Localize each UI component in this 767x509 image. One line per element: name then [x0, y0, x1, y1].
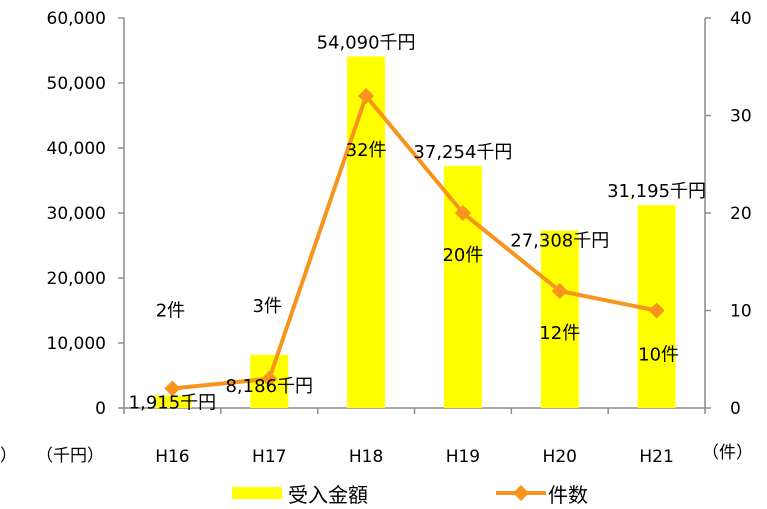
x-tick-label: H21 [639, 447, 673, 467]
legend-swatch-marker [513, 485, 529, 501]
bar-value-label: 31,195千円 [607, 181, 706, 202]
count-value-label: 20件 [442, 245, 483, 266]
count-value-label: 12件 [539, 323, 580, 344]
left-tick-label: 0 [95, 399, 106, 419]
count-value-label: 2件 [156, 301, 185, 322]
legend-label-line: 件数 [548, 483, 588, 507]
x-tick-label: H16 [155, 447, 189, 467]
right-tick-label: 30 [730, 107, 752, 127]
marker-H21 [648, 302, 665, 319]
axes: 0 10,000 20,000 30,000 40,000 50,000 60,000 0 10… [47, 9, 752, 467]
marker-H20 [551, 283, 568, 299]
left-tick-label: 10,000 [47, 334, 106, 354]
left-tick-label: 40,000 [47, 139, 106, 159]
x-tick-label: H19 [446, 447, 480, 467]
marker-H18 [358, 88, 375, 104]
left-tick-label: 60,000 [47, 9, 106, 29]
right-tick-label: 10 [730, 302, 752, 322]
bar-value-label: 27,308千円 [510, 230, 609, 251]
bar-value-label: 8,186千円 [225, 376, 313, 397]
marker-H16 [164, 380, 181, 397]
bar-value-label: 54,090千円 [317, 32, 416, 53]
bar-series [153, 56, 676, 408]
left-tick-label: 20,000 [47, 269, 106, 289]
x-tick-label: H18 [349, 447, 383, 467]
data-labels: 1,915千円 8,186千円 54,090千円 37,254千円 27,308千円 31… [129, 32, 706, 413]
legend: 受入金額 件数 [232, 483, 588, 507]
left-axis-unit-label: （千円） [36, 446, 104, 466]
bar-H18 [347, 56, 386, 408]
count-line [172, 94, 657, 391]
legend-swatch-bar [232, 487, 282, 499]
line-series [164, 88, 665, 397]
x-tick-label: H20 [543, 447, 577, 467]
left-tick-label: 50,000 [47, 74, 106, 94]
marker-H19 [454, 205, 471, 221]
left-edge-text: ） [0, 446, 17, 466]
count-value-label: 32件 [346, 140, 387, 161]
right-tick-label: 40 [730, 9, 752, 29]
bar-value-label: 37,254千円 [413, 142, 512, 163]
right-axis-unit-label: （件） [702, 443, 753, 463]
marker-H17 [261, 370, 278, 387]
bar-H16 [153, 395, 192, 408]
right-tick-label: 20 [730, 204, 752, 224]
count-value-label: 3件 [253, 296, 282, 317]
x-tick-label: H17 [252, 447, 286, 467]
count-value-label: 10件 [638, 345, 679, 366]
bar-value-label: 1,915千円 [129, 393, 217, 414]
bar-H19 [443, 165, 482, 408]
legend-label-bar: 受入金額 [288, 483, 368, 507]
right-tick-label: 0 [730, 399, 741, 419]
left-tick-label: 30,000 [47, 204, 106, 224]
bar-H20 [540, 230, 579, 408]
